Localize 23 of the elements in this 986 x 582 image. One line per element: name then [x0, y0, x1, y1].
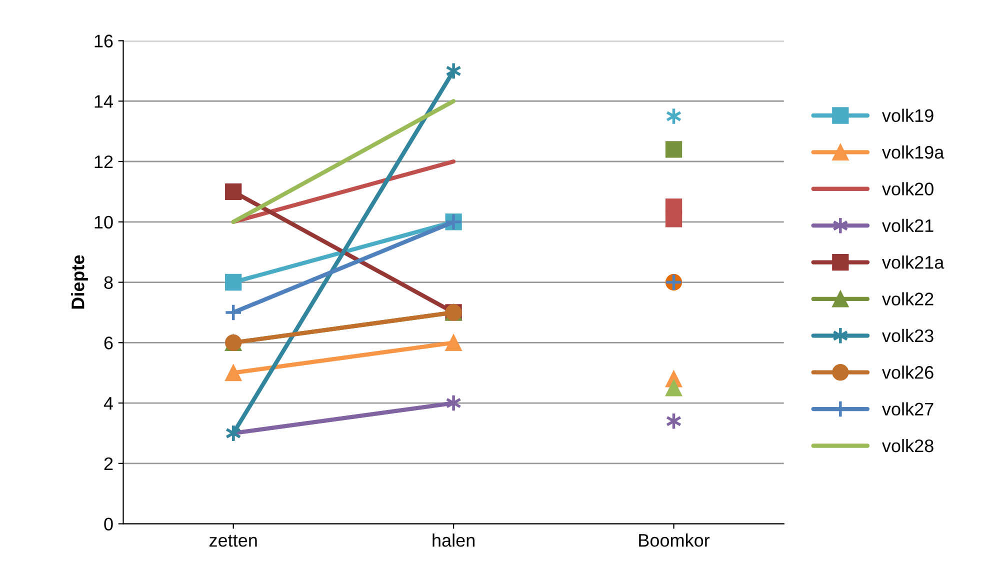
legend-label: volk23	[882, 328, 934, 342]
y-tick-label: 2	[104, 457, 113, 470]
y-tick-label: 14	[94, 95, 113, 108]
y-axis-title: Diepte	[71, 255, 88, 309]
y-tick-label: 0	[104, 518, 113, 531]
legend-label: volk22	[882, 292, 934, 306]
y-tick-label: 10	[94, 216, 113, 229]
y-tick-label: 12	[94, 155, 113, 168]
y-tick-label: 4	[104, 397, 113, 410]
x-tick-label: halen	[432, 534, 474, 547]
legend-label: volk20	[882, 182, 934, 196]
legend-label: volk19a	[882, 145, 944, 159]
legend-label: volk19	[882, 108, 934, 122]
legend-label: volk21a	[882, 256, 944, 269]
y-tick-label: 16	[94, 34, 113, 48]
legend-label: volk26	[882, 366, 934, 379]
legend-label: volk21	[882, 218, 934, 232]
x-tick-label: zetten	[209, 534, 257, 547]
y-tick-label: 6	[104, 336, 113, 350]
y-tick-label: 8	[104, 276, 113, 289]
legend-label: volk27	[882, 402, 934, 416]
legend-label: volk28	[882, 438, 934, 452]
x-tick-label: Boomkor	[639, 534, 710, 547]
